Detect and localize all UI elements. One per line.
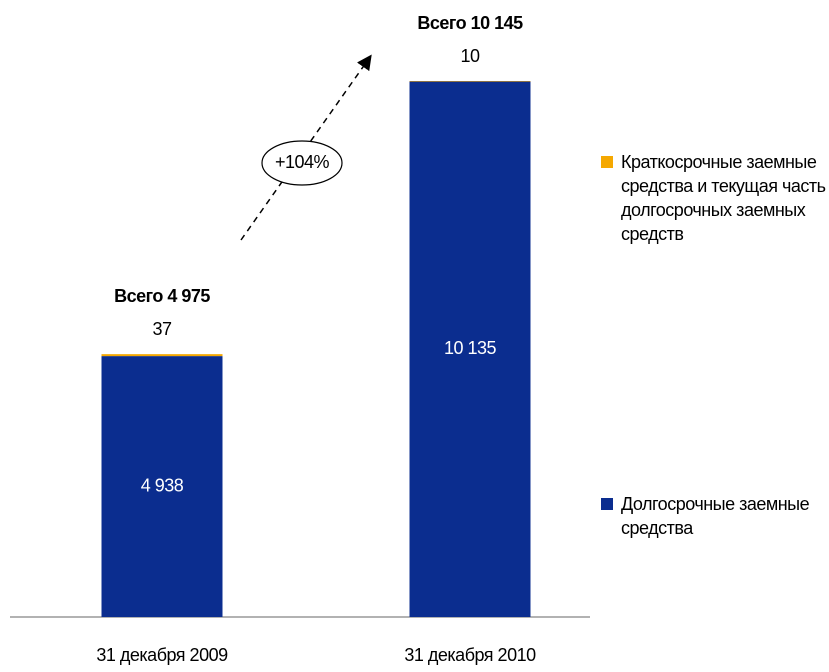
value-label: 10: [460, 46, 480, 66]
bar-segment: [409, 81, 531, 618]
legend-label: Долгосрочные заемные средства: [621, 494, 810, 538]
value-label: 37: [152, 319, 172, 339]
x-tick-label: 31 декабря 2009: [96, 645, 228, 665]
value-label: 4 938: [141, 475, 184, 495]
total-label: Всего 10 145: [417, 13, 523, 33]
growth-ellipse: [261, 140, 343, 186]
legend-swatch: [601, 498, 613, 510]
total-label: Всего 4 975: [114, 286, 210, 306]
value-label: 10 135: [444, 338, 497, 358]
legend-label: Краткосрочные заемные средства и текущая…: [621, 152, 826, 244]
bar-segment: [101, 356, 223, 617]
growth-label: +104%: [275, 152, 330, 172]
bar-segment: [409, 81, 531, 82]
bar-segment: [101, 354, 223, 357]
x-tick-label: 31 декабря 2010: [404, 645, 536, 665]
legend-swatch: [601, 156, 613, 168]
